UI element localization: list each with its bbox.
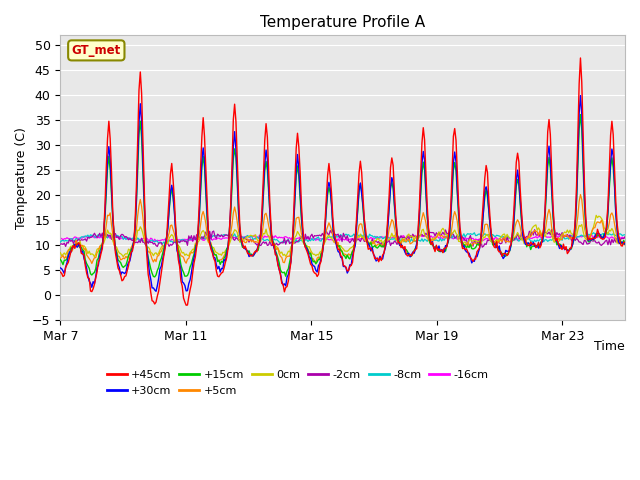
Y-axis label: Temperature (C): Temperature (C) <box>15 127 28 229</box>
Text: Time: Time <box>595 340 625 353</box>
Title: Temperature Profile A: Temperature Profile A <box>260 15 425 30</box>
Legend: +45cm, +30cm, +15cm, +5cm, 0cm, -2cm, -8cm, -16cm: +45cm, +30cm, +15cm, +5cm, 0cm, -2cm, -8… <box>102 366 493 400</box>
Text: GT_met: GT_met <box>72 44 121 57</box>
